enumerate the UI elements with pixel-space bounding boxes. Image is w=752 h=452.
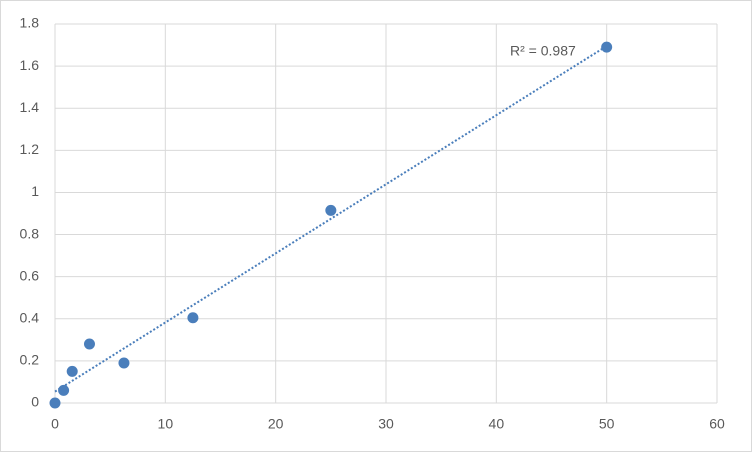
point xyxy=(187,312,199,324)
y-tick-label: 1 xyxy=(31,183,39,199)
y-tick-label: 0 xyxy=(31,394,39,410)
point xyxy=(118,357,130,369)
x-tick-label: 30 xyxy=(378,416,394,432)
x-tick-label: 40 xyxy=(489,416,505,432)
x-tick-label: 50 xyxy=(599,416,615,432)
y-tick-label: 0.6 xyxy=(20,267,40,283)
x-tick-label: 20 xyxy=(268,416,284,432)
point xyxy=(325,204,337,216)
x-tick-label: 60 xyxy=(709,416,725,432)
point xyxy=(49,397,61,409)
x-tick-label: 10 xyxy=(158,416,174,432)
y-tick-label: 1.4 xyxy=(20,99,40,115)
y-tick-label: 0.4 xyxy=(20,309,40,325)
point xyxy=(601,41,613,53)
y-tick-label: 0.8 xyxy=(20,225,40,241)
trendline-annotation: R² = 0.987 xyxy=(510,43,576,59)
y-tick-label: 1.8 xyxy=(20,15,40,31)
point xyxy=(83,338,95,350)
point xyxy=(58,384,70,396)
point xyxy=(66,365,78,377)
trendline xyxy=(54,45,608,393)
y-tick-label: 1.2 xyxy=(20,141,40,157)
y-tick-label: 1.6 xyxy=(20,57,40,73)
x-tick-label: 0 xyxy=(51,416,59,432)
y-tick-label: 0.2 xyxy=(20,352,40,368)
